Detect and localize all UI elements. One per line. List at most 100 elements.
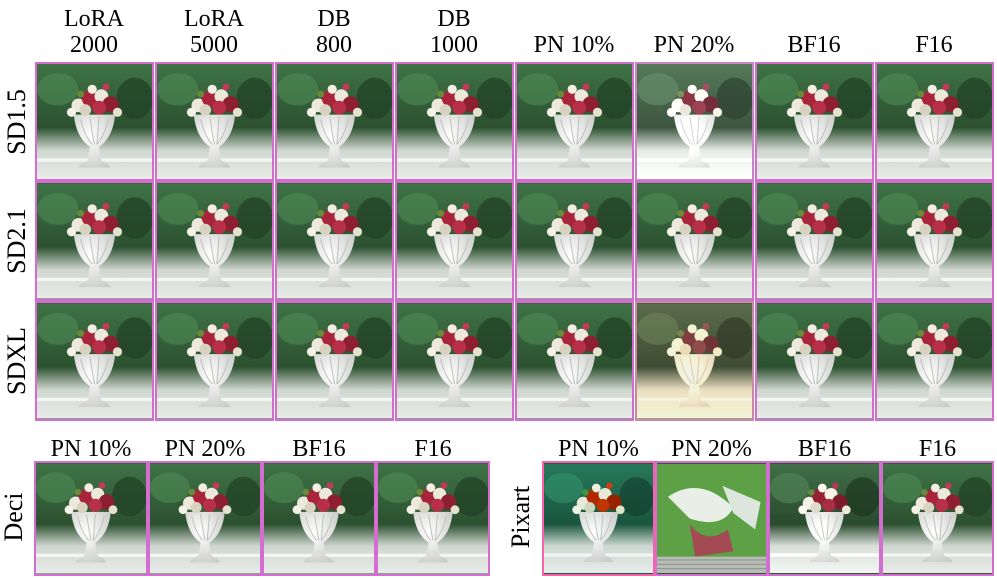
image-tile [635,181,754,301]
vase-of-flowers-image [37,183,152,299]
column-header-line2: 1000 [430,32,478,58]
deci-column-header-bf16: BF16 [292,436,346,462]
image-tile [35,301,154,421]
image-tile [515,181,634,301]
column-header-line1: DB [317,6,351,32]
image-tile [148,461,262,576]
column-header-line2: BF16 [787,32,841,58]
row-label-sd15: SD1.5 [2,89,31,155]
column-header-line1 [515,6,633,32]
pixart-column-header-pn-20: PN 20% [671,436,752,462]
noisy-abstract-image [657,463,766,574]
column-header-db-1000: DB 1000 [395,6,513,58]
vase-of-flowers-image [757,303,872,419]
column-header-line2: PN 10% [533,32,615,58]
image-tile [275,301,394,421]
vase-of-flowers-image [150,463,260,574]
vase-of-flowers-image [157,303,272,419]
row-label-pixart: Pixart [506,485,535,549]
image-tile [515,301,634,421]
image-tile [35,62,154,181]
vase-of-flowers-image [637,303,752,419]
deci-column-header-pn-20: PN 20% [164,436,246,462]
image-tile [875,62,994,181]
image-tile [275,181,394,301]
image-tile [515,62,634,181]
image-tile [395,181,514,301]
vase-of-flowers-image [397,303,512,419]
vase-of-flowers-image [517,183,632,299]
column-header-pn-10: PN 10% [515,6,633,58]
vase-of-flowers-image [877,303,992,419]
vase-of-flowers-image [637,183,752,299]
deci-column-header-pn-10: PN 10% [50,436,132,462]
column-header-line2: PN 20% [653,32,735,58]
vase-of-flowers-image [277,64,392,179]
image-tile [155,301,274,421]
image-tile [155,62,274,181]
image-tile [35,181,154,301]
column-header-lora-2000: LoRA 2000 [35,6,153,58]
vase-of-flowers-image [264,463,374,574]
image-tile [768,461,881,576]
vase-of-flowers-image [37,64,152,179]
row-label-sdxl: SDXL [2,327,31,395]
vase-of-flowers-image [637,64,752,179]
image-tile [875,301,994,421]
vase-of-flowers-image [36,463,146,574]
vase-of-flowers-image [397,64,512,179]
image-tile [655,461,768,576]
image-tile [542,461,655,576]
column-header-lora-5000: LoRA 5000 [155,6,273,58]
vase-of-flowers-image [277,183,392,299]
vase-of-flowers-image [770,463,879,574]
vase-of-flowers-image [517,64,632,179]
column-header-line1: LoRA [64,6,124,32]
vase-of-flowers-image [157,64,272,179]
column-header-f16: F16 [875,6,993,58]
image-tile [755,301,874,421]
vase-of-flowers-image [277,303,392,419]
vase-of-flowers-image [157,183,272,299]
image-tile [881,461,994,576]
deci-column-header-f16: F16 [414,436,452,462]
column-header-line2: 5000 [190,32,238,58]
image-tile [34,461,148,576]
image-tile [395,62,514,181]
vase-of-flowers-image [37,303,152,419]
image-tile [635,301,754,421]
column-header-line1 [755,6,873,32]
image-tile [275,62,394,181]
column-header-line1: LoRA [184,6,244,32]
vase-of-flowers-image [757,183,872,299]
column-header-line2: F16 [915,32,953,58]
image-tile [395,301,514,421]
image-tile [376,461,490,576]
pixart-column-header-bf16: BF16 [797,436,852,462]
column-header-db-800: DB 800 [275,6,393,58]
vase-of-flowers-image [397,183,512,299]
column-header-line2: 2000 [70,32,118,58]
vase-of-flowers-image [877,64,992,179]
vase-of-flowers-image [517,303,632,419]
row-label-sd21: SD2.1 [2,208,31,274]
vase-of-flowers-image [757,64,872,179]
column-header-pn-20: PN 20% [635,6,753,58]
pixart-column-header-f16: F16 [918,436,957,462]
pixart-column-header-pn-10: PN 10% [558,436,639,462]
column-header-line1 [635,6,753,32]
image-tile [755,181,874,301]
image-tile [155,181,274,301]
column-header-line2: 800 [316,32,352,58]
row-label-deci: Deci [0,492,28,542]
vase-of-flowers-image [378,463,488,574]
image-tile [262,461,376,576]
vase-of-flowers-image [877,183,992,299]
column-header-line1: DB [437,6,471,32]
image-tile [755,62,874,181]
image-tile [875,181,994,301]
column-header-line1 [875,6,993,32]
vase-of-flowers-image [883,463,992,574]
column-header-bf16: BF16 [755,6,873,58]
image-tile [635,62,754,181]
